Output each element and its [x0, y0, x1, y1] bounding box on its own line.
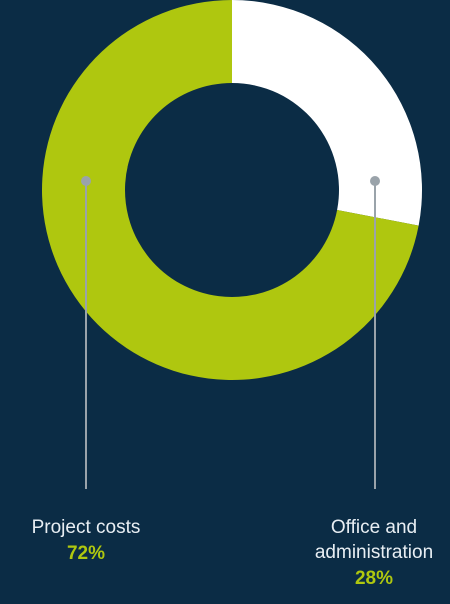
slice-office-and-administration — [232, 0, 422, 226]
slice-project-costs — [42, 0, 419, 380]
office-admin-percent: 28% — [354, 568, 394, 589]
project-costs-leader-dot — [81, 176, 91, 186]
project-costs-label: Project costs 72% — [4, 515, 168, 566]
office-admin-leader-dot — [370, 176, 380, 186]
office-admin-label: Office and administration 28% — [292, 515, 450, 591]
project-costs-name: Project costs — [31, 517, 141, 538]
office-admin-name-line2: administration — [314, 542, 434, 563]
project-costs-percent: 72% — [66, 543, 106, 564]
office-admin-name-line1: Office and — [330, 517, 418, 538]
